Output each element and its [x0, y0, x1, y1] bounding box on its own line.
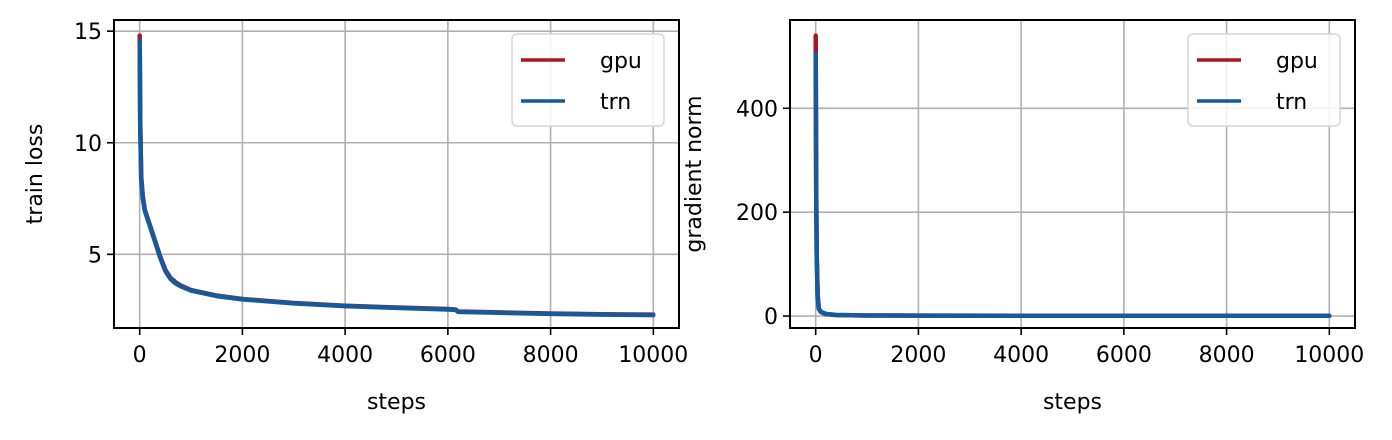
- legend: gpu trn: [511, 33, 665, 127]
- x-tick-label: 2000: [890, 343, 946, 368]
- x-tick-label: 6000: [1096, 343, 1152, 368]
- x-tick-label: 4000: [993, 343, 1049, 368]
- series-line-trn: [137, 37, 656, 318]
- legend-label-gpu: gpu: [1276, 49, 1318, 74]
- x-tick-label: 4000: [317, 343, 373, 368]
- axes-frame: [789, 19, 1356, 329]
- y-axis-label: gradient norm: [682, 95, 707, 252]
- y-tick-label: 200: [736, 201, 778, 226]
- legend-label-trn: trn: [1276, 90, 1307, 115]
- y-tick-label: 400: [736, 97, 778, 122]
- x-tick-label: 8000: [1199, 343, 1255, 368]
- x-axis-label: steps: [1043, 390, 1102, 415]
- axes-frame: [113, 19, 680, 329]
- y-tick-label: 0: [764, 305, 778, 330]
- x-tick-label: 6000: [420, 343, 476, 368]
- y-tick-label: 5: [88, 243, 102, 268]
- series-line-trn: [813, 51, 1332, 319]
- y-tick-label: 15: [74, 20, 102, 45]
- x-tick-label: 10000: [618, 343, 688, 368]
- y-tick-label: 10: [74, 132, 102, 157]
- x-tick-label: 8000: [523, 343, 579, 368]
- legend-label-trn: trn: [600, 90, 631, 115]
- x-tick-label: 0: [133, 343, 147, 368]
- x-tick-label: 10000: [1294, 343, 1364, 368]
- legend-label-gpu: gpu: [600, 49, 642, 74]
- y-axis-label: train loss: [23, 124, 48, 225]
- train-loss-plot: 0 2000 4000 6000 8000 10000 5 10 15 steps train lo…: [23, 19, 688, 415]
- x-axis-label: steps: [367, 390, 426, 415]
- x-tick-label: 0: [809, 343, 823, 368]
- gradient-norm-plot: 0 2000 4000 6000 8000 10000 0 200 400 steps gradie…: [682, 19, 1364, 415]
- legend: gpu trn: [1187, 33, 1341, 127]
- x-tick-label: 2000: [214, 343, 270, 368]
